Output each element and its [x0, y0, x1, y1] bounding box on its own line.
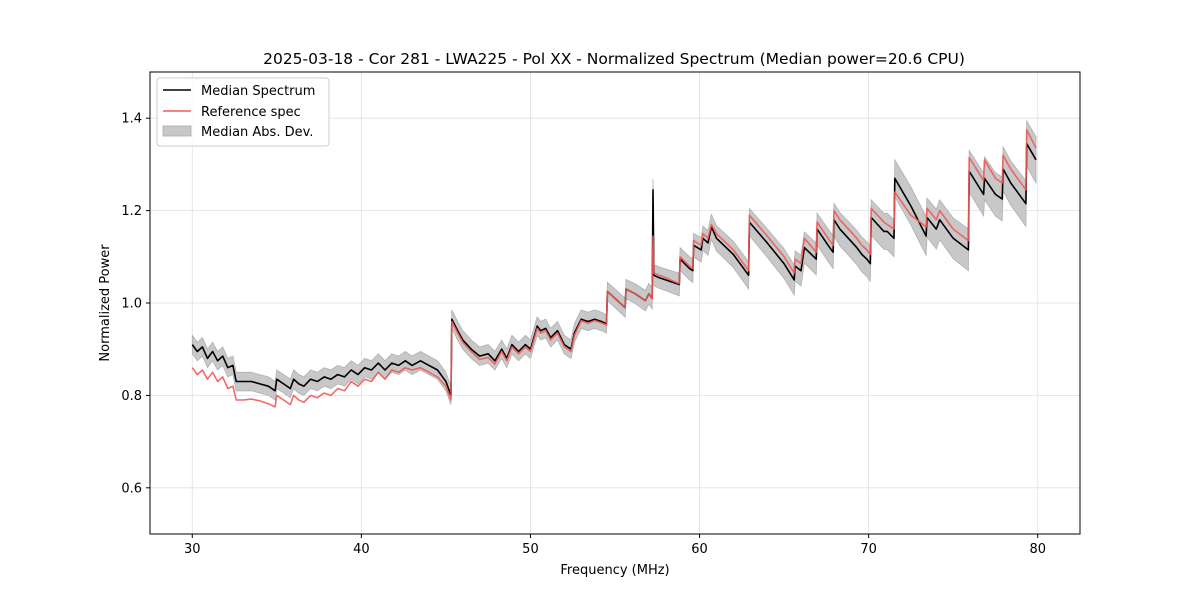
x-tick-label: 50 [522, 542, 539, 557]
y-tick-label: 1.2 [121, 204, 142, 219]
y-tick-label: 0.6 [121, 481, 142, 496]
series-reference-spec [191, 129, 1037, 408]
series-layer [191, 129, 1037, 408]
y-tick-label: 1.4 [121, 112, 142, 127]
legend: Median Spectrum Reference spec Median Ab… [156, 77, 330, 147]
x-tick-label: 30 [184, 542, 201, 557]
x-tick-label: 40 [353, 542, 370, 557]
mad-band-layer [191, 119, 1037, 405]
x-tick-label: 80 [1029, 542, 1046, 557]
y-tick-label: 0.8 [121, 389, 142, 404]
legend-label-mad: Median Abs. Dev. [201, 125, 313, 140]
grid [150, 72, 1080, 534]
x-axis: 30 40 50 60 70 80 [184, 534, 1046, 557]
x-tick-label: 60 [691, 542, 708, 557]
legend-swatch-mad [162, 125, 192, 137]
y-tick-label: 1.0 [121, 297, 142, 312]
chart-title: 2025-03-18 - Cor 281 - LWA225 - Pol XX -… [263, 50, 965, 68]
legend-label-median: Median Spectrum [201, 84, 315, 99]
legend-label-reference: Reference spec [201, 105, 301, 120]
y-axis: 0.6 0.8 1.0 1.2 1.4 [121, 112, 150, 496]
series-median-spectrum [191, 142, 1037, 397]
y-axis-label: Normalized Power [98, 244, 113, 362]
legend-box [156, 77, 330, 147]
mad-band [191, 119, 1037, 405]
x-axis-label: Frequency (MHz) [560, 563, 669, 578]
x-tick-label: 70 [860, 542, 877, 557]
